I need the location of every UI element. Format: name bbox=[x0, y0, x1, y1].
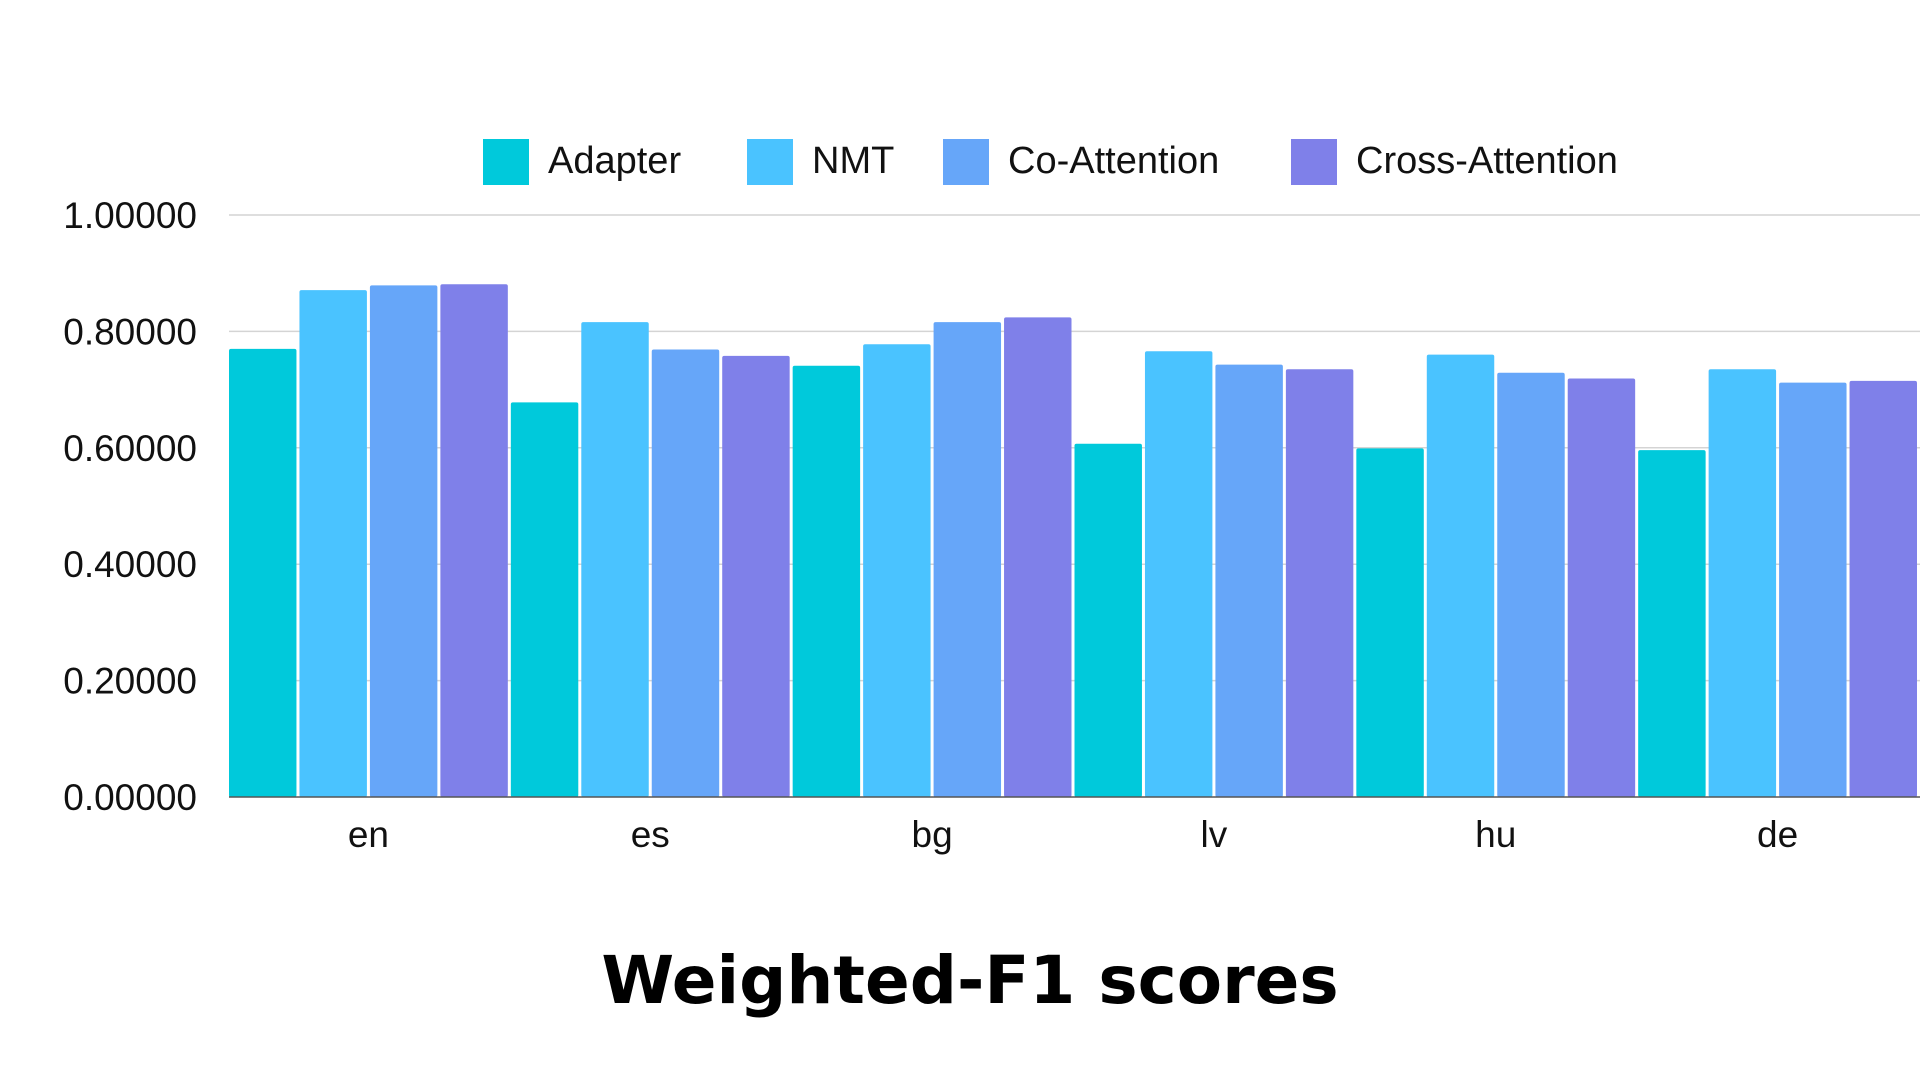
chart-title: Weighted-F1 scores bbox=[601, 942, 1338, 1019]
bar-cross-attention-lv bbox=[1285, 369, 1354, 797]
legend-label-co-attention: Co-Attention bbox=[1008, 140, 1219, 182]
bar-cross-attention-bg bbox=[1004, 317, 1072, 797]
bar-co-attention-bg bbox=[933, 322, 1002, 797]
legend-label-nmt: NMT bbox=[812, 140, 894, 182]
x-tick-label: bg bbox=[912, 814, 953, 855]
y-tick-label: 0.00000 bbox=[63, 777, 197, 818]
bar-co-attention-en bbox=[369, 285, 438, 797]
bar-cross-attention-en bbox=[440, 284, 508, 797]
bar-co-attention-lv bbox=[1215, 364, 1283, 797]
legend-swatch-co-attention bbox=[943, 139, 989, 185]
legend-label-cross-attention: Cross-Attention bbox=[1356, 140, 1618, 182]
bar-adapter-hu bbox=[1356, 448, 1424, 797]
bar-co-attention-de bbox=[1779, 382, 1847, 797]
bars bbox=[229, 284, 1917, 797]
x-tick-label: lv bbox=[1201, 814, 1228, 855]
bar-nmt-lv bbox=[1144, 351, 1213, 797]
bar-adapter-en bbox=[229, 348, 297, 797]
bar-nmt-bg bbox=[863, 344, 931, 797]
x-tick-label: en bbox=[348, 814, 389, 855]
bar-adapter-es bbox=[510, 402, 579, 797]
legend: Adapter NMT Co-Attention Cross-Attention bbox=[483, 139, 1618, 185]
legend-swatch-adapter bbox=[483, 139, 529, 185]
y-tick-label: 0.80000 bbox=[63, 311, 197, 352]
legend-label-adapter: Adapter bbox=[548, 140, 681, 182]
bar-nmt-hu bbox=[1426, 354, 1495, 797]
bar-nmt-es bbox=[581, 322, 649, 797]
legend-swatch-nmt bbox=[747, 139, 793, 185]
x-tick-label: es bbox=[631, 814, 670, 855]
y-tick-label: 1.00000 bbox=[63, 195, 197, 236]
y-tick-label: 0.40000 bbox=[63, 544, 197, 585]
bar-adapter-lv bbox=[1074, 443, 1142, 797]
bar-co-attention-es bbox=[651, 349, 720, 797]
x-tick-label: hu bbox=[1475, 814, 1516, 855]
bar-cross-attention-hu bbox=[1567, 378, 1636, 797]
bar-adapter-de bbox=[1638, 450, 1706, 797]
y-tick-label: 0.60000 bbox=[63, 428, 197, 469]
bar-cross-attention-es bbox=[722, 355, 790, 797]
bar-nmt-de bbox=[1708, 369, 1777, 797]
x-axis-ticks: en es bg lv hu de bbox=[348, 814, 1798, 855]
bar-co-attention-hu bbox=[1497, 372, 1565, 797]
bar-nmt-en bbox=[299, 290, 367, 797]
bar-adapter-bg bbox=[792, 365, 861, 797]
y-tick-label: 0.20000 bbox=[63, 661, 197, 702]
y-axis-ticks: 0.00000 0.20000 0.40000 0.60000 0.80000 1.000… bbox=[63, 195, 197, 818]
legend-swatch-cross-attention bbox=[1291, 139, 1337, 185]
x-tick-label: de bbox=[1757, 814, 1798, 855]
bar-cross-attention-de bbox=[1849, 380, 1917, 797]
